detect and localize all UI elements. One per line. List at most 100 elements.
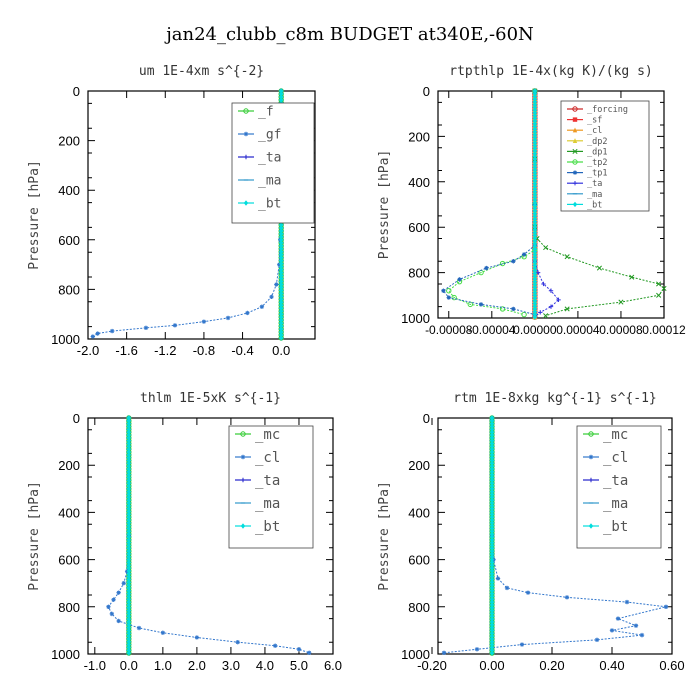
- data-point: [532, 88, 538, 94]
- data-point: [126, 641, 132, 648]
- data-point: [126, 588, 132, 594]
- x-tick-label: 0.60: [659, 658, 684, 673]
- legend-label: _mc: [255, 427, 280, 443]
- data-point: [489, 641, 495, 648]
- y-tick-label: 800: [58, 282, 80, 297]
- data-point: [532, 311, 538, 318]
- data-point: [278, 329, 284, 335]
- y-tick-label: 1000: [51, 332, 80, 347]
- data-point: [532, 202, 538, 209]
- x-tick-label: 0.00012: [642, 323, 686, 337]
- data-point: [532, 126, 538, 132]
- data-point: [596, 265, 602, 271]
- data-point: [532, 199, 538, 206]
- data-point: [269, 294, 274, 300]
- data-point: [90, 334, 96, 339]
- data-point: [532, 210, 538, 217]
- x-tick-label: 0.00000: [513, 323, 557, 337]
- data-point: [126, 437, 132, 444]
- data-point: [126, 491, 132, 498]
- data-point: [278, 320, 284, 326]
- y-tick-label: 1000: [51, 647, 80, 662]
- data-point: [306, 650, 312, 656]
- data-point: [489, 636, 495, 642]
- data-point: [126, 440, 132, 447]
- data-point: [532, 216, 538, 222]
- data-point: [489, 463, 495, 469]
- y-tick-label: 0: [423, 84, 430, 99]
- data-point: [126, 531, 132, 537]
- data-point: [525, 590, 531, 595]
- data-point: [278, 240, 284, 246]
- legend: _mc _cl _ta _ma _bt: [576, 425, 662, 549]
- legend-marker: [572, 170, 578, 175]
- data-point: [126, 443, 132, 450]
- data-point: [126, 596, 132, 602]
- panel-um: um 1E-4xm s^{-2} Pressure [hPa] 0 200 400 600…: [27, 64, 316, 358]
- legend-marker: [572, 201, 578, 208]
- data-point: [126, 576, 132, 583]
- data-point: [532, 153, 538, 160]
- data-point: [126, 511, 132, 517]
- data-point: [489, 607, 495, 614]
- legend-label: _cl: [255, 450, 280, 466]
- legend-label: _f: [258, 105, 274, 120]
- data-point: [126, 508, 132, 515]
- data-point: [489, 477, 495, 484]
- data-point: [126, 488, 132, 495]
- x-tick-label: -0.4: [231, 343, 253, 358]
- data-point: [532, 191, 538, 198]
- data-point: [532, 259, 538, 266]
- data-point: [126, 579, 132, 585]
- data-point: [489, 576, 495, 583]
- data-point: [532, 292, 538, 298]
- data-point: [532, 120, 538, 127]
- x-tick-label: 1.0: [154, 658, 172, 673]
- data-point: [532, 303, 538, 309]
- data-point: [126, 616, 132, 622]
- data-point: [532, 123, 538, 130]
- data-point: [532, 289, 538, 296]
- legend-marker: [588, 523, 594, 529]
- data-point: [489, 568, 495, 574]
- legend-label: _ta: [258, 151, 281, 166]
- legend-label: _ma: [255, 496, 280, 512]
- data-point: [278, 302, 284, 308]
- y-tick-label: 200: [58, 458, 80, 473]
- data-point: [457, 277, 462, 282]
- data-point: [532, 96, 538, 102]
- data-point: [116, 618, 121, 624]
- data-point: [126, 463, 132, 469]
- data-point: [126, 562, 132, 568]
- data-point: [278, 323, 284, 329]
- data-point: [126, 571, 132, 577]
- legend-label: _dp1: [587, 147, 607, 157]
- y-tick-label: 0: [73, 411, 80, 426]
- y-axis-label: Pressure [hPa]: [377, 150, 392, 260]
- y-tick-label: 200: [58, 134, 80, 149]
- figure-title: jan24_clubb_c8m BUDGET at340E,-60N: [164, 24, 534, 45]
- data-point: [126, 650, 132, 656]
- data-point: [278, 257, 284, 264]
- data-point: [278, 237, 284, 243]
- series-tp2: [446, 88, 538, 318]
- data-point: [532, 213, 538, 220]
- data-point: [126, 415, 132, 421]
- data-point: [532, 287, 538, 293]
- data-point: [532, 118, 538, 124]
- legend-label: _bt: [603, 519, 628, 535]
- legend-label: _gf: [258, 128, 281, 143]
- data-point: [106, 604, 111, 609]
- legend-label: _cl: [587, 126, 602, 136]
- y-tick-label: 600: [58, 553, 80, 568]
- data-point: [126, 420, 132, 427]
- data-point: [532, 91, 538, 97]
- data-point: [532, 235, 538, 241]
- x-tick-label: -1.6: [115, 343, 137, 358]
- x-tick-label: -0.8: [193, 343, 215, 358]
- y-tick-label: 800: [408, 266, 430, 281]
- data-point: [489, 647, 495, 653]
- data-point: [126, 483, 132, 489]
- data-point: [489, 449, 495, 455]
